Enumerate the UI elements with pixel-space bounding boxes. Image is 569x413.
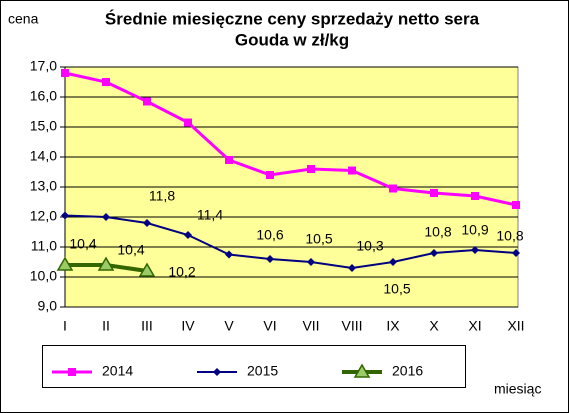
data-label: 10,2 xyxy=(168,264,195,280)
data-label: 10,6 xyxy=(256,227,283,243)
data-point xyxy=(512,249,520,257)
x-tick-label: I xyxy=(63,318,67,334)
data-point xyxy=(353,363,371,378)
data-point xyxy=(307,165,315,173)
data-point xyxy=(471,192,479,200)
data-point xyxy=(213,368,221,376)
data-label: 10,8 xyxy=(424,224,451,240)
y-tick-label: 17,0 xyxy=(30,58,57,74)
y-tick-label: 9,0 xyxy=(38,298,58,314)
data-point xyxy=(102,213,110,221)
chart-title: Gouda w zł/kg xyxy=(235,30,349,49)
data-point xyxy=(389,184,397,193)
data-label: 10,9 xyxy=(461,222,488,238)
data-point xyxy=(143,97,151,106)
x-tick-label: V xyxy=(224,318,234,334)
data-label: 10,5 xyxy=(383,281,410,297)
data-point xyxy=(225,156,233,164)
data-point xyxy=(61,69,69,77)
data-point xyxy=(266,171,274,179)
data-point xyxy=(225,250,233,259)
data-point xyxy=(138,262,156,277)
legend-box xyxy=(42,345,466,388)
data-label: 10,4 xyxy=(69,236,96,252)
y-tick-label: 15,0 xyxy=(30,118,57,134)
data-label: 10,3 xyxy=(356,238,383,254)
data-point xyxy=(56,256,74,271)
data-point xyxy=(389,258,397,266)
data-point xyxy=(512,201,520,209)
y-tick-label: 16,0 xyxy=(30,88,57,104)
data-point xyxy=(266,255,274,263)
data-point xyxy=(348,264,356,272)
data-label: 11,8 xyxy=(149,188,175,204)
y-tick-label: 10,0 xyxy=(30,268,57,284)
data-label: 10,5 xyxy=(305,231,332,247)
x-tick-label: X xyxy=(429,318,439,334)
data-point xyxy=(184,118,192,127)
legend-label: 2014 xyxy=(102,363,133,379)
data-label: 10,8 xyxy=(496,228,523,244)
data-point xyxy=(102,78,110,86)
x-axis-label: miesiąc xyxy=(494,381,541,397)
x-tick-label: IV xyxy=(181,318,195,334)
x-tick-label: VIII xyxy=(341,318,362,334)
data-label: 10,4 xyxy=(117,242,144,258)
legend-label: 2015 xyxy=(247,363,278,379)
series-line xyxy=(64,214,517,270)
data-point xyxy=(97,256,115,271)
x-tick-label: VII xyxy=(302,318,319,334)
legend-label: 2016 xyxy=(392,363,423,379)
y-tick-label: 12,0 xyxy=(30,208,57,224)
data-point xyxy=(471,246,479,254)
x-tick-label: XI xyxy=(468,318,481,334)
y-tick-label: 13,0 xyxy=(30,178,57,194)
y-tick-label: 14,0 xyxy=(30,148,57,164)
data-label: 11,4 xyxy=(197,207,223,223)
data-point xyxy=(68,368,76,376)
y-axis-label: cena xyxy=(8,11,39,27)
data-point xyxy=(430,189,438,197)
y-tick-label: 11,0 xyxy=(31,238,57,254)
chart-title: Średnie miesięczne ceny sprzedaży netto … xyxy=(105,9,480,28)
x-tick-label: IX xyxy=(386,318,400,334)
data-point xyxy=(143,219,151,227)
data-point xyxy=(307,258,315,266)
x-tick-label: VI xyxy=(263,318,276,334)
data-point xyxy=(430,249,438,257)
data-point xyxy=(348,166,356,175)
x-tick-label: XII xyxy=(507,318,524,334)
data-point xyxy=(61,211,69,220)
x-tick-label: II xyxy=(102,318,110,334)
data-point xyxy=(184,231,192,239)
series-line xyxy=(64,71,517,207)
x-tick-label: III xyxy=(141,318,153,334)
